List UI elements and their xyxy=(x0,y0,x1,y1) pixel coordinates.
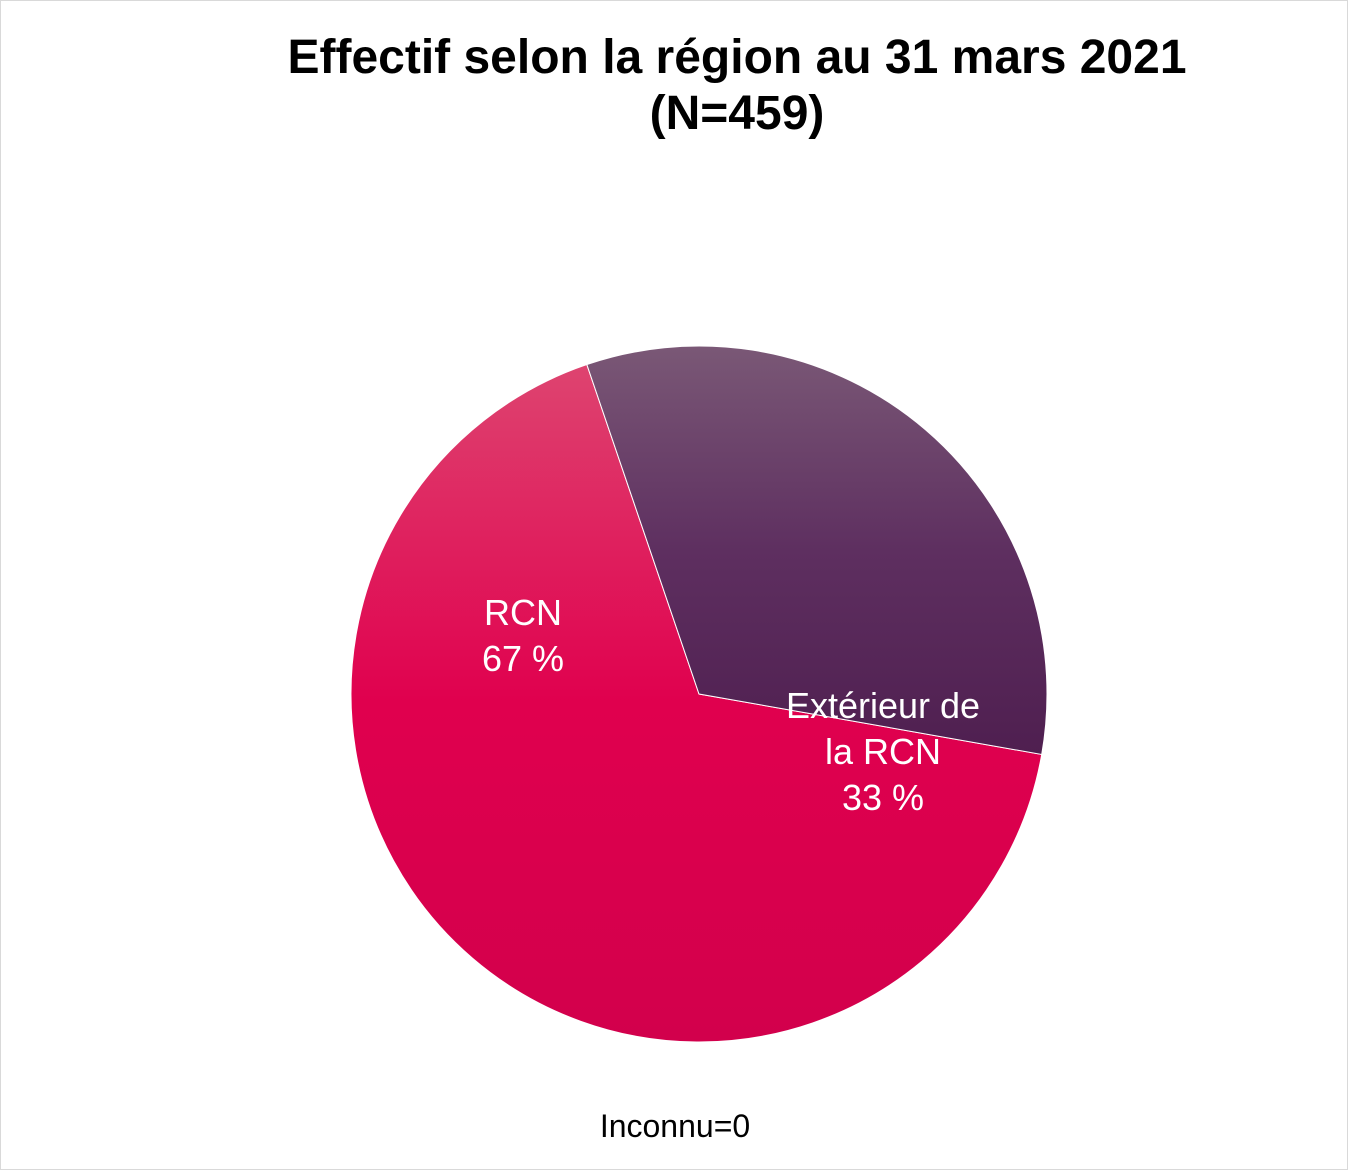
pie-slice-0 xyxy=(350,363,1043,1043)
pie-slice-label-0: RCN 67 % xyxy=(482,592,564,679)
pie-slice-name-1: Extérieur de xyxy=(786,685,980,726)
pie-labels: RCN 67 % Extérieur de la RCN 33 % xyxy=(482,592,980,818)
pie-slice-value-1: 33 % xyxy=(842,777,924,818)
pie-slice-name-1: la RCN xyxy=(825,731,941,772)
pie-slice-label-1: Extérieur de la RCN 33 % xyxy=(786,685,980,818)
chart-title-block: Effectif selon la région au 31 mars 2021… xyxy=(0,30,1350,142)
pie-slices xyxy=(350,345,1048,1043)
chart-title: Effectif selon la région au 31 mars 2021 xyxy=(287,31,1187,84)
chart-subtitle: (N=459) xyxy=(649,87,825,140)
pie-slice-name-0: RCN xyxy=(484,592,562,633)
chart-note: Inconnu=0 xyxy=(599,1108,751,1144)
pie-slice-1 xyxy=(586,345,1048,756)
pie-slice-value-0: 67 % xyxy=(482,638,564,679)
